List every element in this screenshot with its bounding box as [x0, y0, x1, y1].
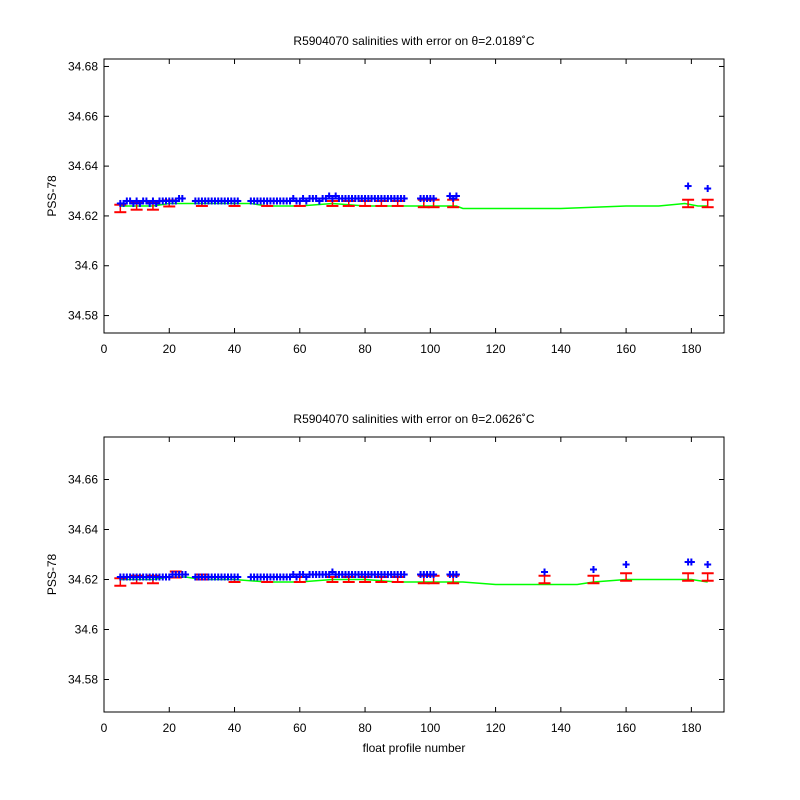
x-tick-label: 160 [616, 721, 636, 735]
chart-title: R5904070 salinities with error on θ=2.06… [293, 412, 534, 426]
x-tick-label: 140 [551, 342, 571, 356]
x-tick-label: 60 [293, 342, 307, 356]
data-point [430, 194, 438, 202]
x-tick-label: 100 [420, 342, 440, 356]
y-tick-label: 34.6 [75, 623, 99, 637]
data-point [430, 571, 438, 578]
error-bar [587, 574, 600, 585]
lower-plot-panel: R5904070 salinities with error on θ=2.06… [45, 412, 725, 755]
y-tick-label: 34.62 [68, 209, 98, 223]
x-tick-label: 180 [681, 721, 701, 735]
y-tick-label: 34.6 [75, 259, 99, 273]
x-tick-label: 120 [486, 342, 506, 356]
x-tick-label: 120 [486, 721, 506, 735]
x-tick-label: 80 [358, 342, 372, 356]
y-tick-label: 34.58 [68, 673, 98, 687]
data-point [182, 571, 190, 578]
error-bar [701, 572, 714, 582]
y-tick-label: 34.66 [68, 473, 98, 487]
y-tick-label: 34.66 [68, 109, 98, 123]
x-tick-label: 40 [228, 721, 242, 735]
data-point [622, 561, 630, 568]
data-point [452, 192, 460, 200]
data-point [687, 558, 695, 566]
x-tick-label: 20 [163, 342, 177, 356]
data-point [589, 566, 597, 573]
chart-title: R5904070 salinities with error on θ=2.01… [293, 34, 534, 48]
x-tick-label: 60 [293, 721, 307, 735]
y-axis-label: PSS-78 [45, 175, 59, 217]
upper-plot-panel: R5904070 salinities with error on θ=2.01… [45, 34, 725, 356]
x-tick-label: 80 [358, 721, 372, 735]
y-tick-label: 34.68 [68, 59, 98, 73]
data-point [452, 571, 460, 578]
data-point [541, 568, 549, 576]
error-bar [538, 574, 551, 585]
x-tick-label: 0 [101, 342, 108, 356]
error-bar [701, 198, 714, 209]
error-bar [620, 572, 633, 582]
error-bar [682, 572, 695, 582]
y-tick-label: 34.58 [68, 309, 98, 323]
data-point [400, 571, 408, 578]
data-point [704, 561, 712, 568]
y-tick-label: 34.64 [68, 523, 98, 537]
plot-area-frame [103, 436, 725, 713]
data-point [234, 573, 242, 581]
error-bar [682, 198, 695, 209]
y-tick-label: 34.62 [68, 573, 98, 587]
plot-area-frame [103, 58, 725, 334]
data-point [704, 185, 712, 193]
x-tick-label: 100 [420, 721, 440, 735]
x-tick-label: 140 [551, 721, 571, 735]
data-point [400, 194, 408, 202]
x-tick-label: 40 [228, 342, 242, 356]
x-tick-label: 20 [163, 721, 177, 735]
data-point [234, 197, 242, 205]
x-axis-label: float profile number [363, 741, 466, 755]
y-axis-label: PSS-78 [45, 553, 59, 595]
x-tick-label: 0 [101, 721, 108, 735]
data-point [684, 182, 692, 190]
y-tick-label: 34.64 [68, 159, 98, 173]
data-point [178, 194, 186, 202]
x-tick-label: 160 [616, 342, 636, 356]
x-tick-label: 180 [681, 342, 701, 356]
